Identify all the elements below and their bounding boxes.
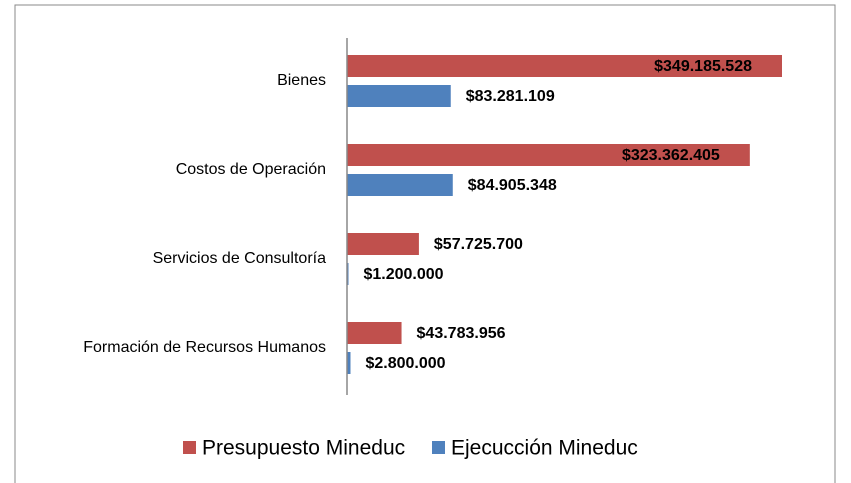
value-label: $323.362.405 [622, 147, 720, 164]
legend-label: Ejecucción Mineduc [451, 437, 638, 460]
legend-label: Presupuesto Mineduc [202, 437, 405, 460]
value-label: $2.800.000 [365, 355, 445, 372]
value-label: $349.185.528 [654, 58, 752, 75]
value-label: $84.905.348 [468, 177, 557, 194]
value-label: $57.725.700 [434, 236, 523, 253]
bar [347, 144, 750, 166]
category-label: Servicios de Consultoría [153, 250, 327, 267]
bar [347, 233, 419, 255]
bar [347, 55, 782, 77]
category-label: Bienes [277, 72, 326, 89]
bar [347, 85, 451, 107]
bar [347, 322, 402, 344]
category-label: Formación de Recursos Humanos [83, 339, 326, 356]
value-label: $83.281.109 [466, 88, 555, 105]
category-label: Costos de Operación [176, 161, 326, 178]
legend-swatch [432, 441, 445, 454]
bar [347, 174, 453, 196]
chart-frame [14, 4, 836, 483]
legend-swatch [183, 441, 196, 454]
bar [347, 352, 351, 374]
value-label: $1.200.000 [363, 266, 443, 283]
value-label: $43.783.956 [417, 325, 506, 342]
